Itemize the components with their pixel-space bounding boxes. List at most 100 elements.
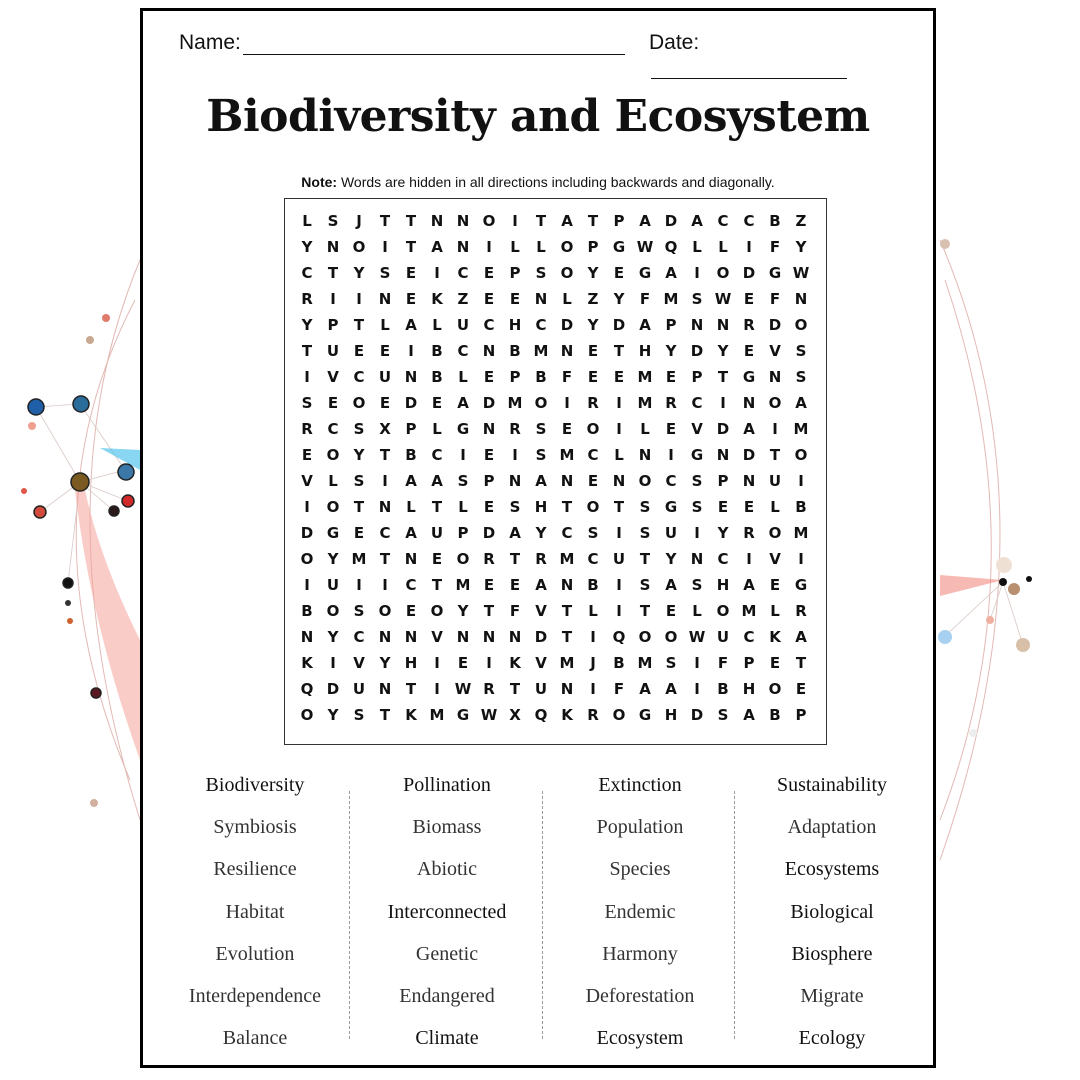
date-field[interactable]: Date: [649,31,893,79]
grid-letter[interactable]: T [379,446,391,464]
grid-letter[interactable]: V [691,420,703,438]
grid-letter[interactable]: H [534,498,548,516]
grid-letter[interactable]: I [772,420,778,438]
grid-letter[interactable]: C [353,368,365,386]
grid-letter[interactable]: S [639,524,651,542]
grid-letter[interactable]: D [742,264,756,282]
grid-letter[interactable]: E [483,290,495,308]
grid-letter[interactable]: E [587,342,599,360]
grid-letter[interactable]: E [327,394,339,412]
grid-letter[interactable]: G [690,446,704,464]
grid-letter[interactable]: O [560,238,574,256]
grid-letter[interactable]: S [535,420,547,438]
grid-letter[interactable]: M [533,342,549,360]
grid-letter[interactable]: R [509,420,521,438]
grid-letter[interactable]: F [717,654,729,672]
grid-letter[interactable]: R [743,316,755,334]
grid-letter[interactable]: I [694,264,700,282]
grid-letter[interactable]: A [561,212,573,230]
grid-letter[interactable]: T [613,342,625,360]
grid-letter[interactable]: G [638,264,652,282]
grid-letter[interactable]: G [768,264,782,282]
grid-letter[interactable]: P [665,316,677,334]
grid-letter[interactable]: N [378,680,392,698]
grid-letter[interactable]: M [429,706,445,724]
grid-letter[interactable]: P [509,264,521,282]
grid-letter[interactable]: P [457,524,469,542]
grid-letter[interactable]: L [458,498,468,516]
grid-letter[interactable]: S [301,394,313,412]
grid-letter[interactable]: N [404,368,418,386]
grid-letter[interactable]: U [612,550,626,568]
grid-letter[interactable]: Z [795,212,807,230]
grid-letter[interactable]: Y [327,628,339,646]
grid-letter[interactable]: D [690,706,704,724]
grid-letter[interactable]: R [535,550,547,568]
grid-letter[interactable]: I [434,680,440,698]
grid-letter[interactable]: N [482,628,496,646]
grid-letter[interactable]: L [406,498,416,516]
grid-letter[interactable]: Y [587,316,599,334]
grid-letter[interactable]: T [769,446,781,464]
grid-letter[interactable]: U [768,472,782,490]
grid-letter[interactable]: E [405,602,417,620]
grid-letter[interactable]: S [795,342,807,360]
grid-letter[interactable]: B [405,446,417,464]
grid-letter[interactable]: I [746,238,752,256]
grid-letter[interactable]: S [587,524,599,542]
grid-letter[interactable]: K [769,628,781,646]
grid-letter[interactable]: M [741,602,757,620]
grid-letter[interactable]: U [534,680,548,698]
grid-letter[interactable]: A [457,394,469,412]
grid-letter[interactable]: I [356,290,362,308]
grid-letter[interactable]: C [301,264,313,282]
grid-letter[interactable]: T [535,212,547,230]
grid-letter[interactable]: O [716,602,730,620]
grid-letter[interactable]: I [486,238,492,256]
name-line[interactable] [242,34,625,55]
grid-letter[interactable]: T [561,628,573,646]
grid-letter[interactable]: B [509,342,521,360]
grid-letter[interactable]: R [587,394,599,412]
grid-letter[interactable]: Y [665,550,677,568]
grid-letter[interactable]: D [300,524,314,542]
grid-letter[interactable]: U [664,524,678,542]
grid-letter[interactable]: P [509,368,521,386]
grid-letter[interactable]: P [795,706,807,724]
grid-letter[interactable]: T [405,238,417,256]
grid-letter[interactable]: Y [353,264,365,282]
grid-letter[interactable]: B [769,212,781,230]
grid-letter[interactable]: L [510,238,520,256]
grid-letter[interactable]: E [483,264,495,282]
grid-letter[interactable]: N [716,316,730,334]
grid-letter[interactable]: E [769,576,781,594]
grid-letter[interactable]: E [301,446,313,464]
grid-letter[interactable]: C [457,342,469,360]
grid-letter[interactable]: T [353,498,365,516]
grid-letter[interactable]: D [742,446,756,464]
grid-letter[interactable]: A [795,628,807,646]
grid-letter[interactable]: I [564,394,570,412]
grid-letter[interactable]: T [379,212,391,230]
grid-letter[interactable]: P [405,420,417,438]
grid-letter[interactable]: T [613,498,625,516]
grid-letter[interactable]: N [534,290,548,308]
grid-letter[interactable]: E [743,342,755,360]
grid-letter[interactable]: N [456,628,470,646]
grid-letter[interactable]: O [768,524,782,542]
grid-letter[interactable]: E [769,654,781,672]
grid-letter[interactable]: O [586,420,600,438]
grid-letter[interactable]: N [300,628,314,646]
grid-letter[interactable]: A [639,316,651,334]
grid-letter[interactable]: T [301,342,313,360]
grid-letter[interactable]: M [351,550,367,568]
grid-letter[interactable]: N [560,576,574,594]
grid-letter[interactable]: A [743,420,755,438]
grid-letter[interactable]: G [638,706,652,724]
grid-letter[interactable]: L [718,238,728,256]
grid-letter[interactable]: Z [587,290,599,308]
grid-letter[interactable]: C [587,446,599,464]
grid-letter[interactable]: B [587,576,599,594]
grid-letter[interactable]: T [405,212,417,230]
grid-letter[interactable]: L [458,368,468,386]
